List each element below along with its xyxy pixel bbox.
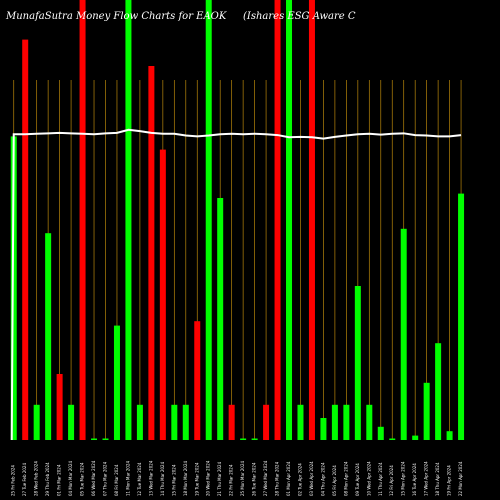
bar [458,193,465,440]
x-tick-label: 27 Wed Mar 2024 [263,460,268,496]
x-tick-label: 22 Mon Apr 2024 [458,461,463,496]
x-tick-label: 25 Fri Feb 2024 [11,465,16,496]
x-tick-label: 26 Tue Mar 2024 [252,462,257,496]
x-tick-label: 17 Wed Apr 2024 [424,461,429,496]
bar [251,438,258,440]
bar [435,343,442,440]
x-axis-labels: 25 Fri Feb 2024 27 Tue Feb 2024 28 Wed Feb… [11,460,463,496]
bar [263,404,270,440]
x-tick-label: 28 Thu Mar 2024 [275,461,280,496]
x-tick-label: 29 Thu Feb 2024 [45,462,50,496]
x-tick-label: 27 Tue Feb 2024 [22,463,27,496]
bar [68,404,75,440]
bar [205,0,212,440]
bar [377,426,384,440]
chart-subtitle: (Ishares ESG Aware C [243,11,356,22]
x-tick-label: 15 Fri Mar 2024 [171,464,176,496]
x-tick-label: 14 Thu Mar 2024 [160,461,165,496]
x-tick-label: 02 Tue Apr 2024 [297,463,302,496]
x-tick-label: 11 Mon Mar 2024 [125,460,130,496]
bar [320,418,327,440]
x-tick-label: 15 Mon Apr 2024 [401,461,406,496]
bar [194,321,201,440]
x-tick-label: 04 Mon Mar 2024 [68,460,73,496]
x-tick-label: 01 Mon Apr 2024 [286,461,291,496]
x-tick-label: 10 Wed Apr 2024 [366,461,371,496]
bar [297,404,304,440]
bar [102,438,109,440]
bars [10,0,465,440]
x-tick-label: 06 Wed Mar 2024 [91,460,96,496]
bar [343,404,350,440]
x-tick-label: 18 Thu Apr 2024 [435,462,440,496]
x-tick-label: 18 Mon Mar 2024 [183,460,188,496]
x-tick-label: 21 Thu Mar 2024 [217,461,222,496]
x-tick-label: 08 Fri Mar 2024 [114,464,119,496]
bar [331,404,338,440]
x-tick-label: 12 Fri Apr 2024 [389,465,394,496]
x-tick-label: 28 Wed Feb 2024 [34,461,39,496]
x-tick-label: 19 Tue Mar 2024 [194,462,199,496]
bar [91,438,98,440]
x-tick-label: 25 Mon Mar 2024 [240,460,245,496]
bar [217,198,224,440]
x-tick-label: 20 Wed Mar 2024 [206,460,211,496]
x-tick-label: 19 Fri Apr 2024 [447,465,452,496]
bar [45,233,52,440]
x-tick-label: 16 Tue Apr 2024 [412,463,417,496]
money-flow-line [10,128,462,441]
bar [240,438,247,440]
bar [412,435,419,440]
x-tick-label: 11 Thu Apr 2024 [378,462,383,496]
x-tick-label: 03 Wed Apr 2024 [309,461,314,496]
bar [171,404,178,440]
chart-title: MunafaSutra Money Flow Charts for EAOK [5,11,227,22]
x-tick-label: 05 Fri Apr 2024 [332,465,337,496]
bar [148,66,155,440]
bar [354,286,361,440]
x-tick-label: 13 Wed Mar 2024 [148,460,153,496]
bar [423,382,430,440]
bar [159,149,166,440]
bar [308,0,315,440]
bar [33,404,40,440]
bar [228,404,235,440]
bar [113,325,120,440]
x-tick-label: 04 Thu Apr 2024 [320,462,325,496]
bar [79,0,86,440]
x-tick-label: 12 Tue Mar 2024 [137,462,142,496]
x-tick-label: 01 Fri Mar 2024 [57,464,62,496]
bar [446,431,453,440]
bar [389,438,396,440]
x-tick-label: 05 Tue Mar 2024 [80,462,85,496]
bar [10,136,17,440]
bar [56,374,63,440]
bar [274,0,281,440]
bar [136,404,143,440]
bar [286,0,293,440]
x-tick-label: 08 Mon Apr 2024 [343,461,348,496]
bar [400,228,407,440]
bar [22,39,29,440]
bar [182,404,189,440]
bar [125,0,132,440]
x-tick-label: 07 Thu Mar 2024 [102,461,107,496]
x-tick-label: 22 Fri Mar 2024 [229,464,234,496]
x-tick-label: 09 Tue Apr 2024 [355,463,360,496]
bar [366,404,373,440]
